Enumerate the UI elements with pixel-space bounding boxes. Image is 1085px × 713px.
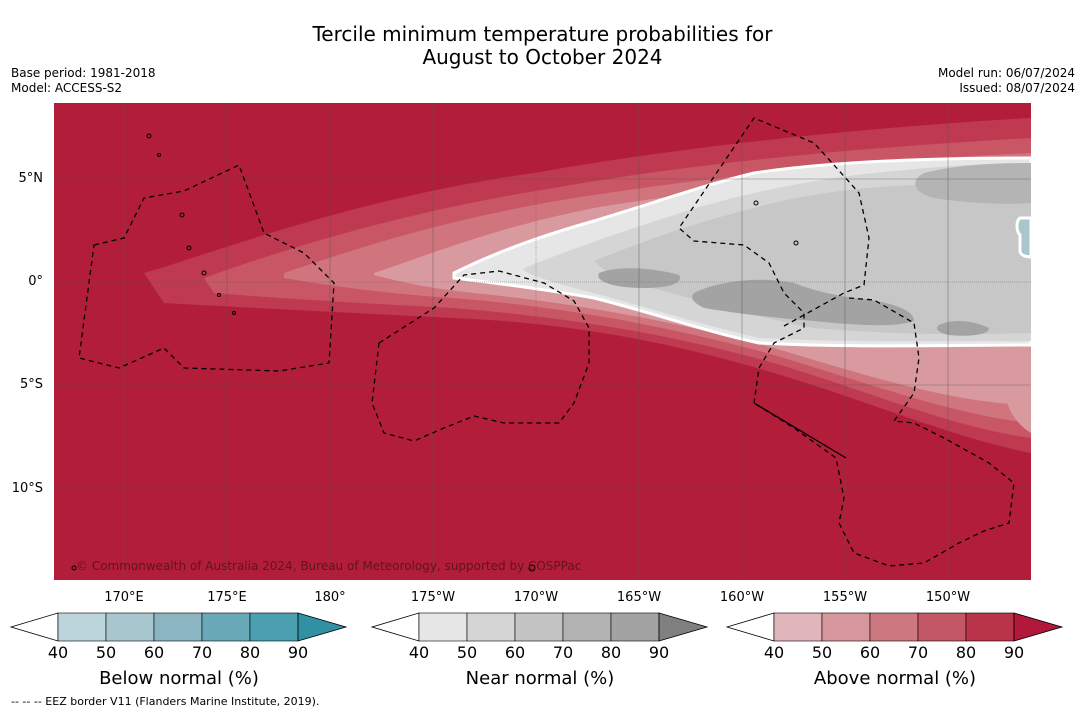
island <box>186 245 192 251</box>
colorbar-max-arrow <box>297 612 348 642</box>
colorbar-tick-label: 60 <box>859 643 881 662</box>
colorbar-swatch <box>418 612 468 642</box>
eez-border-central <box>371 270 590 442</box>
colorbar-tick-label: 90 <box>1003 643 1025 662</box>
colorbar-tick-label: 40 <box>763 643 785 662</box>
colorbar-tick-label: 60 <box>504 643 526 662</box>
colorbar-swatch <box>514 612 564 642</box>
lon-label-155w: 155°W <box>822 590 868 605</box>
eez-border-line-central <box>678 117 870 404</box>
near-normal-colorbar <box>371 612 709 642</box>
colorbar-swatch <box>869 612 919 642</box>
colorbar-swatch <box>249 612 299 642</box>
lon-label-165w: 165°W <box>616 590 662 605</box>
colorbar-swatch <box>57 612 107 642</box>
colorbar-swatch <box>201 612 251 642</box>
model-label: Model: ACCESS-S2 <box>11 81 123 95</box>
lat-label-5n: 5°N <box>18 171 44 186</box>
colorbar-tick-label: 50 <box>95 643 117 662</box>
colorbar-tick-label: 50 <box>456 643 478 662</box>
colorbar-tick-label: 80 <box>239 643 261 662</box>
eez-border-solid <box>753 402 847 459</box>
issued-label: Issued: 08/07/2024 <box>959 81 1075 95</box>
copyright-text: © Commonwealth of Australia 2024, Bureau… <box>76 559 581 573</box>
island <box>179 212 185 218</box>
gridlines <box>54 103 1031 580</box>
lon-label-150w: 150°W <box>925 590 971 605</box>
base-period-label: Base period: 1981-2018 <box>11 66 156 80</box>
colorbar-swatch <box>917 612 967 642</box>
lon-label-180: 180° <box>314 590 346 605</box>
island <box>528 564 536 572</box>
colorbar-swatch <box>773 612 823 642</box>
colorbar-swatch <box>610 612 660 642</box>
below-normal-title: Below normal (%) <box>99 668 259 689</box>
island <box>71 565 77 571</box>
island <box>753 200 759 206</box>
below-normal-colorbar <box>10 612 348 642</box>
colorbar-max-arrow <box>1013 612 1064 642</box>
colorbar-min-arrow <box>726 612 775 642</box>
near-normal-title: Near normal (%) <box>465 668 615 689</box>
colorbar-swatch <box>821 612 871 642</box>
above-normal-title: Above normal (%) <box>813 668 977 689</box>
lat-label-0: 0° <box>28 274 43 289</box>
islands <box>71 133 799 572</box>
colorbar-swatch <box>562 612 612 642</box>
island <box>201 270 207 276</box>
lon-label-160w: 160°W <box>719 590 765 605</box>
colorbar-tick-label: 80 <box>955 643 977 662</box>
island <box>232 311 236 315</box>
colorbar-min-arrow <box>371 612 420 642</box>
near-normal-70-region <box>915 163 1031 204</box>
colorbar-tick-label: 70 <box>552 643 574 662</box>
lon-label-170w: 170°W <box>513 590 559 605</box>
map-title-line-1: Tercile minimum temperature probabilitie… <box>312 22 773 46</box>
island <box>217 293 221 297</box>
colorbar-swatch <box>466 612 516 642</box>
eez-border-east <box>753 297 1015 567</box>
colorbar-tick-label: 90 <box>648 643 670 662</box>
colorbar-swatch <box>153 612 203 642</box>
map-title-line-2: August to October 2024 <box>422 45 663 69</box>
below-normal-50-region <box>1015 216 1031 259</box>
island <box>146 133 152 139</box>
below-normal-colorbar-swatches <box>10 612 348 642</box>
eez-borders <box>78 117 1015 567</box>
island <box>793 240 799 246</box>
colorbar-tick-label: 90 <box>287 643 309 662</box>
above-normal-50-east-patch <box>1003 373 1031 433</box>
lon-label-170e: 170°E <box>104 590 144 605</box>
colorbar-tick-label: 60 <box>143 643 165 662</box>
eez-footnote: -- -- -- EEZ border V11 (Flanders Marine… <box>11 695 320 708</box>
colorbar-max-arrow <box>658 612 709 642</box>
eez-border-west <box>78 164 335 372</box>
colorbar-tick-label: 70 <box>191 643 213 662</box>
above-normal-colorbar-swatches <box>726 612 1064 642</box>
colorbar-tick-label: 50 <box>811 643 833 662</box>
model-run-label: Model run: 06/07/2024 <box>937 66 1075 80</box>
colorbar-swatch <box>965 612 1015 642</box>
lat-label-5s: 5°S <box>19 377 43 392</box>
colorbar-tick-label: 40 <box>408 643 430 662</box>
probability-map: © Commonwealth of Australia 2024, Bureau… <box>54 103 1031 580</box>
colorbar-tick-label: 70 <box>907 643 929 662</box>
near-normal-80-central-region <box>692 279 914 326</box>
lat-label-10s: 10°S <box>11 481 43 496</box>
near-normal-colorbar-swatches <box>371 612 709 642</box>
colorbar-tick-label: 40 <box>47 643 69 662</box>
near-normal-80-east-region <box>937 321 989 336</box>
lon-label-175w: 175°W <box>410 590 456 605</box>
colorbar-tick-label: 80 <box>600 643 622 662</box>
above-normal-colorbar <box>726 612 1064 642</box>
lon-label-175e: 175°E <box>207 590 247 605</box>
island <box>157 153 161 157</box>
colorbar-min-arrow <box>10 612 59 642</box>
colorbar-swatch <box>105 612 155 642</box>
